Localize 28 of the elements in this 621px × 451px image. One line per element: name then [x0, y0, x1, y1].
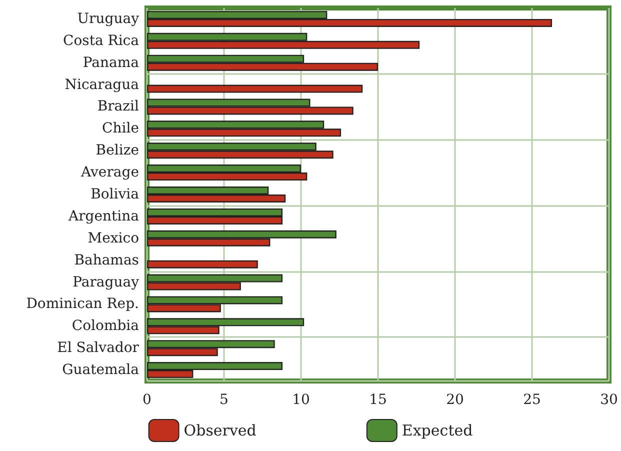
x-tick-label: 5 [220, 392, 228, 408]
y-tick-label: Bahamas [74, 252, 139, 268]
x-tick-label: 15 [369, 392, 387, 408]
y-tick-label: Bolivia [90, 186, 139, 202]
x-tick-label: 30 [600, 392, 618, 408]
y-tick-label: Brazil [97, 98, 140, 115]
y-tick-label: Chile [102, 120, 139, 137]
y-tick-label: Belize [96, 142, 139, 159]
x-tick-label: 25 [523, 392, 541, 408]
legend-label: Observed [184, 422, 257, 440]
x-tick-label: 0 [142, 392, 152, 408]
legend-label: Expected [402, 422, 474, 440]
y-tick-label: El Salvador [57, 340, 140, 356]
bar [147, 84, 363, 93]
x-tick-label: 10 [292, 392, 310, 408]
y-tick-label: Colombia [72, 318, 139, 334]
y-tick-label: Nicaragua [64, 76, 139, 93]
x-tick-label: 20 [446, 392, 464, 408]
y-tick-label: Panama [82, 54, 139, 71]
y-tick-label: Guatemala [62, 362, 139, 378]
y-tick-label: Mexico [88, 230, 139, 246]
y-tick-label: Paraguay [72, 274, 140, 290]
bar [147, 260, 258, 268]
y-tick-label: Costa Rica [63, 32, 139, 49]
y-tick-label: Dominican Rep. [26, 296, 139, 312]
y-tick-label: Uruguay [77, 10, 140, 27]
y-tick-label: Average [80, 164, 139, 181]
y-tick-label: Argentina [67, 208, 139, 224]
